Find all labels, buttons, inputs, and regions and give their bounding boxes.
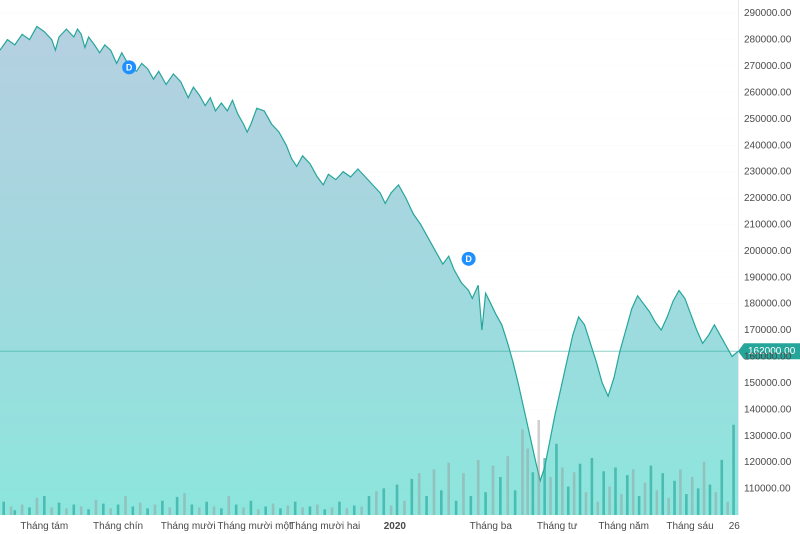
y-tick-label: 290000.00 bbox=[744, 8, 792, 19]
y-tick-label: 110000.00 bbox=[744, 484, 791, 495]
x-tick-label: Tháng tư bbox=[537, 521, 578, 532]
y-tick-label: 150000.00 bbox=[744, 378, 792, 389]
y-tick-label: 220000.00 bbox=[744, 193, 792, 204]
dividend-marker-label: D bbox=[126, 62, 133, 72]
y-tick-label: 270000.00 bbox=[744, 61, 792, 72]
dividend-marker-label: D bbox=[465, 254, 472, 264]
x-tick-label: Tháng ba bbox=[470, 521, 513, 532]
x-tick-label: 26 bbox=[729, 521, 741, 532]
x-tick-label: 2020 bbox=[384, 521, 407, 532]
y-tick-label: 120000.00 bbox=[744, 457, 792, 468]
y-tick-label: 130000.00 bbox=[744, 431, 792, 442]
y-tick-label: 190000.00 bbox=[744, 272, 792, 283]
y-tick-label: 230000.00 bbox=[744, 167, 792, 178]
x-tick-label: Tháng mười bbox=[161, 521, 216, 532]
x-tick-label: Tháng tám bbox=[20, 521, 68, 532]
y-tick-label: 140000.00 bbox=[744, 404, 792, 415]
y-tick-label: 240000.00 bbox=[744, 140, 792, 151]
y-tick-label: 170000.00 bbox=[744, 325, 792, 336]
y-tick-label: 200000.00 bbox=[744, 246, 792, 257]
y-tick-label: 210000.00 bbox=[744, 219, 792, 230]
x-tick-label: Tháng sáu bbox=[666, 521, 713, 532]
x-tick-label: Tháng mười một bbox=[217, 521, 292, 532]
price-chart[interactable]: 162000.00 DD 110000.00120000.00130000.00… bbox=[0, 0, 800, 534]
y-tick-label: 250000.00 bbox=[744, 114, 792, 125]
x-tick-label: Tháng mười hai bbox=[289, 521, 360, 532]
y-tick-label: 260000.00 bbox=[744, 87, 792, 98]
x-tick-label: Tháng chín bbox=[93, 521, 143, 532]
x-tick-label: Tháng năm bbox=[598, 521, 649, 532]
y-tick-label: 280000.00 bbox=[744, 35, 792, 46]
y-tick-label: 160000.00 bbox=[744, 352, 792, 363]
y-axis: 110000.00 120000.00 130000.00 140000.00 1500… bbox=[744, 8, 792, 494]
area-layer bbox=[0, 26, 738, 515]
x-axis: Tháng támTháng chínTháng mườiTháng mười … bbox=[20, 521, 740, 532]
y-tick-label: 180000.00 bbox=[744, 299, 792, 310]
chart-canvas: 162000.00 DD 110000.00120000.00130000.00… bbox=[0, 0, 800, 534]
